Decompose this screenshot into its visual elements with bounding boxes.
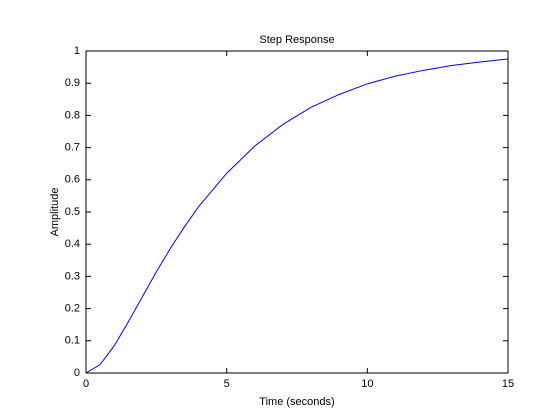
x-tick-label: 5 xyxy=(224,378,230,390)
chart-title: Step Response xyxy=(259,34,334,46)
y-tick-label: 0 xyxy=(74,367,80,379)
y-tick-label: 0.2 xyxy=(65,303,80,315)
y-tick-label: 0.1 xyxy=(65,335,80,347)
y-tick-label: 0.9 xyxy=(65,77,80,89)
y-tick-label: 0.6 xyxy=(65,174,80,186)
y-tick-label: 0.8 xyxy=(65,109,80,121)
y-axis-label: Amplitude xyxy=(49,188,61,237)
x-axis-label: Time (seconds) xyxy=(259,396,334,408)
x-tick-label: 10 xyxy=(361,378,373,390)
x-tick-label: 15 xyxy=(502,378,514,390)
x-tick-label: 0 xyxy=(83,378,89,390)
y-tick-label: 0.5 xyxy=(65,206,80,218)
y-tick-label: 1 xyxy=(74,45,80,57)
y-tick-label: 0.3 xyxy=(65,270,80,282)
line-series xyxy=(85,58,509,374)
y-tick-label: 0.4 xyxy=(65,238,80,250)
y-tick-label: 0.7 xyxy=(65,142,80,154)
